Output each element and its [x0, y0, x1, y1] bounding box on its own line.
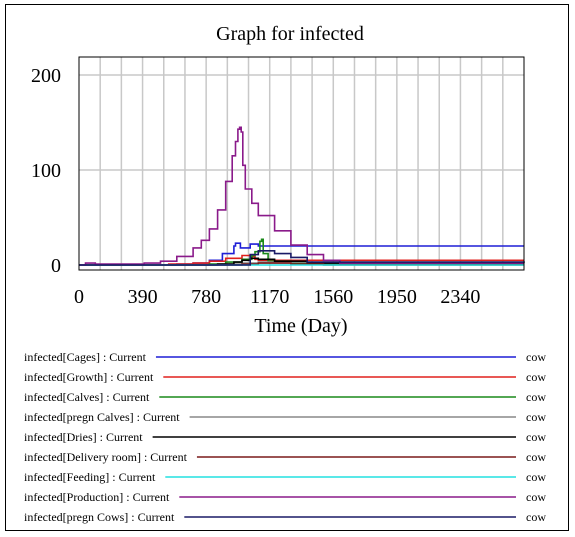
grid — [79, 57, 524, 270]
chart-svg: Graph for infected 200 100 0 0 390 780 1170 15… — [24, 23, 546, 524]
plot-area — [78, 56, 525, 271]
series-line — [79, 126, 524, 266]
legend-unit: cow — [526, 470, 546, 484]
x-tick-label: 1950 — [377, 286, 417, 308]
series-line — [79, 254, 524, 266]
legend-unit: cow — [526, 370, 546, 384]
legend-unit: cow — [526, 490, 546, 504]
y-tick-label: 200 — [31, 65, 61, 87]
legend-label: infected[Calves] : Current — [24, 390, 150, 404]
legend-unit: cow — [526, 430, 546, 444]
plot-lines — [79, 126, 525, 266]
legend-label: infected[Cages] : Current — [24, 350, 147, 364]
legend-label: infected[Growth] : Current — [24, 370, 154, 384]
y-tick-label: 100 — [31, 160, 61, 182]
legend-unit: cow — [526, 390, 546, 404]
legend-unit: cow — [526, 450, 546, 464]
x-tick-label: 2340 — [440, 286, 480, 308]
chart-title: Graph for infected — [216, 23, 364, 45]
y-tick-label: 0 — [51, 255, 61, 277]
series-line — [79, 250, 525, 266]
y-axis-ticks: 200 100 0 — [31, 65, 61, 277]
legend-label: infected[Dries] : Current — [24, 430, 143, 444]
legend-label: infected[Production] : Current — [24, 490, 170, 504]
legend-unit: cow — [526, 350, 546, 364]
legend-unit: cow — [526, 510, 546, 524]
legend-label: infected[Feeding] : Current — [24, 470, 156, 484]
x-tick-label: 780 — [191, 286, 221, 308]
x-tick-label: 1560 — [313, 286, 353, 308]
legend-label: infected[Delivery room] : Current — [24, 450, 188, 464]
x-tick-label: 1170 — [250, 286, 289, 308]
x-tick-label: 390 — [128, 286, 158, 308]
x-tick-label: 0 — [74, 286, 84, 308]
legend-unit: cow — [526, 410, 546, 424]
x-axis-ticks: 0 390 780 1170 1560 1950 2340 — [74, 286, 480, 308]
x-axis-label: Time (Day) — [254, 315, 347, 337]
legend: infected[Cages] : Current cow infected[Gro… — [24, 350, 546, 524]
legend-label: infected[pregn Cows] : Current — [24, 510, 175, 524]
chart-frame: Graph for infected 200 100 0 0 390 780 1170 15… — [5, 4, 569, 531]
legend-label: infected[pregn Calves] : Current — [24, 410, 180, 424]
